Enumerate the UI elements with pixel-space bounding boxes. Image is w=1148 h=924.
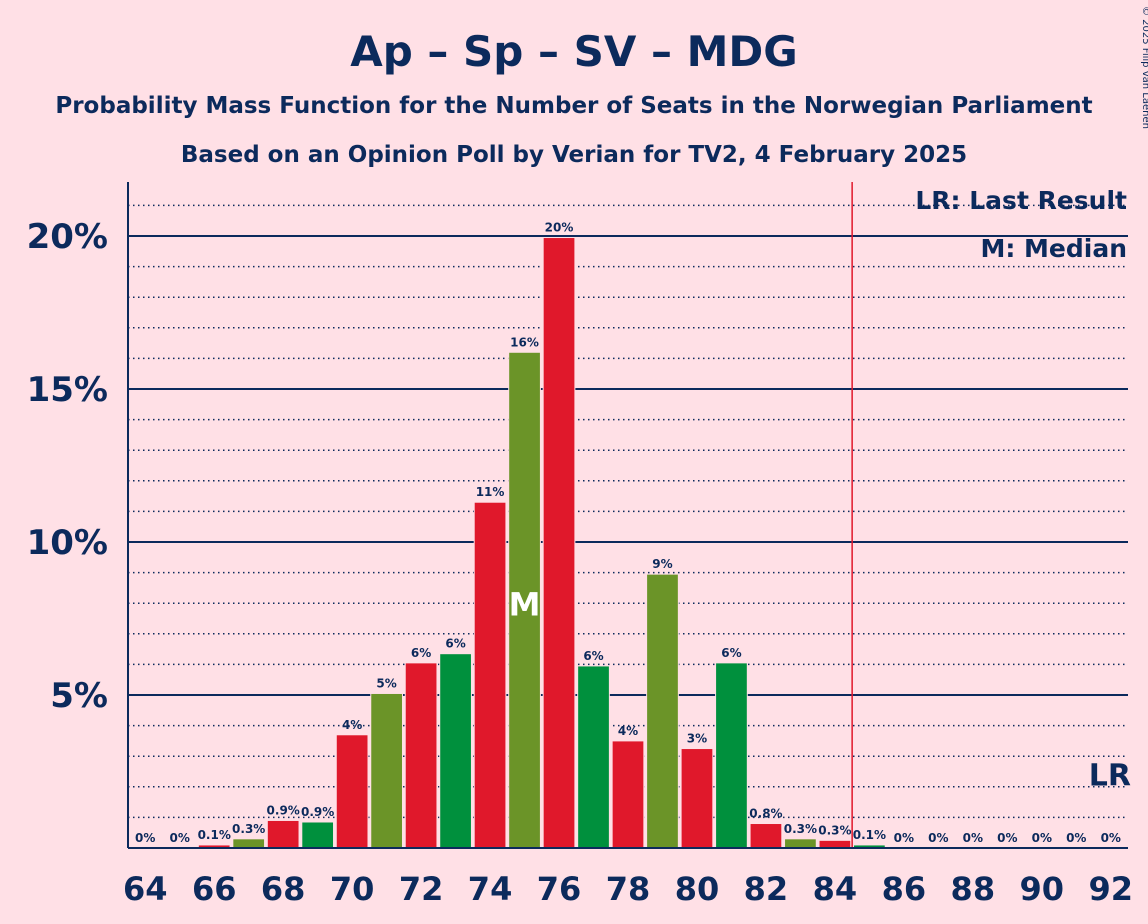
value-label-seat-75: 16% [510, 335, 539, 349]
bars [197, 237, 886, 849]
value-label-seat-78: 4% [618, 724, 638, 738]
value-label-seat-70: 4% [342, 718, 362, 732]
bar-seat-77 [577, 665, 610, 849]
x-tick-label: 86 [882, 870, 927, 908]
x-tick-label: 72 [399, 870, 444, 908]
bar-seat-84 [818, 839, 852, 849]
value-label-seat-80: 3% [687, 732, 707, 746]
value-label-seat-67: 0.3% [232, 822, 265, 836]
value-label-seat-76: 20% [545, 221, 574, 235]
bar-seat-81 [715, 662, 748, 849]
value-label-seat-74: 11% [476, 485, 505, 499]
bar-seat-70 [335, 734, 369, 849]
value-label-seat-84: 0.3% [818, 823, 851, 837]
bar-seat-69 [301, 821, 335, 849]
y-tick-label: 5% [50, 676, 108, 716]
value-label-seat-69: 0.9% [301, 805, 334, 819]
value-label-seat-73: 6% [445, 637, 465, 651]
x-tick-label: 84 [813, 870, 858, 908]
bar-seat-68 [266, 819, 300, 849]
bar-seat-80 [680, 748, 714, 849]
value-labels: 0% 0% 0.1% 0.3%0.9% 0.9%4%5%6%6%11%16%20%6%4… [135, 221, 1121, 845]
value-label-seat-81: 6% [721, 646, 741, 660]
y-tick-label: 10% [27, 523, 108, 563]
value-label-seat-87: 0% [928, 831, 948, 845]
bar-seat-71 [370, 692, 403, 849]
x-tick-label: 90 [1020, 870, 1065, 908]
value-label-seat-86: 0% [894, 831, 914, 845]
x-tick-label: 82 [744, 870, 789, 908]
value-label-seat-90: 0% [1032, 831, 1052, 845]
y-tick-labels: 5% 10% 15% 20% [27, 217, 108, 716]
bar-seat-78 [611, 740, 645, 849]
value-label-seat-91: 0% [1066, 831, 1086, 845]
legend-median: M: Median [980, 234, 1127, 263]
x-tick-label: 74 [468, 870, 513, 908]
bar-seat-74 [473, 501, 507, 849]
x-tick-label: 80 [675, 870, 720, 908]
chart-title: Ap – Sp – SV – MDG [350, 27, 798, 76]
value-label-seat-92: 0% [1101, 831, 1121, 845]
value-label-seat-72: 6% [411, 646, 431, 660]
value-label-seat-79: 9% [652, 557, 672, 571]
value-label-seat-64: 0% [135, 831, 155, 845]
x-tick-label: 92 [1088, 870, 1133, 908]
value-label-seat-85: 0.1% [853, 828, 886, 842]
value-label-seat-88: 0% [963, 831, 983, 845]
chart-subtitle-2: Based on an Opinion Poll by Verian for T… [181, 142, 967, 168]
x-tick-label: 66 [192, 870, 237, 908]
y-tick-label: 15% [27, 370, 108, 410]
value-label-seat-66: 0.1% [198, 828, 231, 842]
y-tick-label: 20% [27, 217, 108, 257]
value-label-seat-77: 6% [583, 649, 603, 663]
x-tick-labels: 64 66 68 70 72 74 76 78 80 82 84 86 88 90 92 [123, 870, 1133, 908]
legend-last-result: LR: Last Result [915, 186, 1127, 215]
bar-seat-76 [542, 237, 576, 849]
bar-seat-83 [784, 838, 817, 849]
value-label-seat-71: 5% [376, 676, 396, 690]
x-tick-label: 76 [537, 870, 582, 908]
value-label-seat-65: 0% [170, 831, 190, 845]
bar-seat-67 [232, 838, 266, 849]
x-tick-label: 70 [330, 870, 375, 908]
x-tick-label: 88 [951, 870, 996, 908]
last-result-label: LR [1089, 758, 1131, 793]
bar-seat-79 [646, 573, 679, 849]
x-tick-label: 64 [123, 870, 168, 908]
value-label-seat-82: 0.8% [749, 807, 782, 821]
median-label: M [509, 585, 541, 623]
value-label-seat-89: 0% [997, 831, 1017, 845]
copyright-text: © 2025 Filip van Laenen [1140, 6, 1148, 129]
bar-seat-75 [508, 351, 541, 849]
bar-seat-73 [439, 653, 472, 849]
x-tick-label: 78 [606, 870, 651, 908]
value-label-seat-83: 0.3% [784, 822, 817, 836]
chart-subtitle: Probability Mass Function for the Number… [55, 93, 1092, 119]
value-label-seat-68: 0.9% [267, 803, 300, 817]
x-tick-label: 68 [261, 870, 306, 908]
bar-seat-72 [404, 662, 438, 849]
bar-seat-82 [749, 823, 783, 849]
